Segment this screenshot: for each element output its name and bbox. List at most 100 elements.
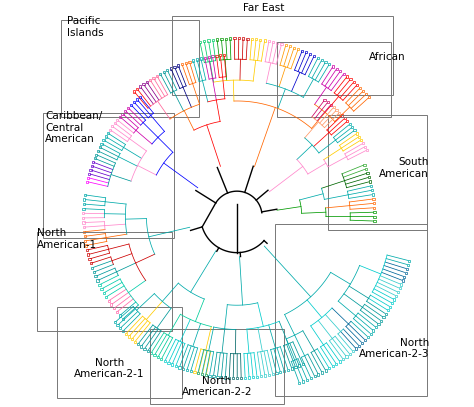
Bar [374,220,375,222]
Bar [317,57,319,59]
Bar [57,307,182,398]
Bar [408,260,410,262]
Bar [279,371,282,373]
Bar [275,372,278,374]
Bar [283,370,285,372]
Bar [276,42,279,44]
Bar [405,271,407,274]
Bar [113,307,115,309]
Bar [136,88,138,90]
Bar [342,358,344,360]
Bar [287,369,289,371]
Bar [294,366,297,368]
Bar [93,271,95,273]
Bar [96,280,99,282]
Bar [87,177,90,179]
Bar [364,164,365,166]
Bar [368,96,370,98]
Bar [157,356,159,359]
Bar [293,46,295,49]
Bar [338,112,340,114]
Bar [104,136,107,138]
Bar [370,333,372,335]
Bar [116,311,118,313]
Bar [310,377,312,379]
Bar [323,99,326,101]
Bar [61,20,199,117]
Bar [163,71,165,73]
Bar [346,75,348,78]
Bar [374,215,375,218]
Bar [367,336,369,338]
Bar [325,370,327,372]
Bar [201,373,203,375]
Text: North
American-2-3: North American-2-3 [359,337,429,359]
Bar [302,380,304,383]
Bar [297,48,299,50]
Bar [110,304,112,306]
Bar [127,107,129,109]
Bar [349,123,351,125]
Bar [182,368,184,370]
Bar [384,313,387,315]
Bar [90,262,92,265]
Bar [192,59,194,61]
Bar [172,16,392,95]
Bar [125,333,127,335]
Bar [359,87,361,89]
Bar [264,374,266,377]
Bar [130,104,132,106]
Bar [356,84,358,86]
Bar [333,106,335,109]
Bar [369,180,371,183]
Bar [119,116,121,118]
Bar [371,189,373,191]
Bar [197,372,200,374]
Bar [102,139,105,141]
Bar [208,56,210,58]
Bar [362,90,365,92]
Bar [134,341,136,343]
Bar [166,69,168,71]
Bar [358,136,360,138]
Bar [349,78,352,80]
Bar [395,295,397,297]
Bar [291,368,293,370]
Bar [204,374,207,376]
Bar [160,358,163,360]
Bar [339,70,341,72]
Bar [391,302,393,304]
Bar [313,55,315,57]
Bar [82,226,85,228]
Text: Caribbean/
Central
American: Caribbean/ Central American [45,111,102,144]
Bar [107,132,109,134]
Bar [216,376,219,378]
Bar [277,42,391,117]
Bar [139,96,141,98]
Bar [92,161,94,163]
Bar [389,306,391,308]
Bar [237,37,240,39]
Bar [186,369,188,371]
Bar [365,149,368,151]
Bar [281,43,283,45]
Bar [116,119,118,121]
Bar [251,38,253,40]
Bar [242,37,244,39]
Bar [122,318,124,320]
Bar [399,287,401,289]
Bar [223,54,226,56]
Bar [205,374,207,376]
Bar [356,132,358,135]
Bar [372,193,374,196]
Bar [109,129,111,131]
Bar [91,165,93,167]
Bar [229,37,231,39]
Bar [402,280,404,282]
Bar [37,232,172,331]
Bar [336,109,337,111]
Bar [83,235,86,237]
Bar [358,345,360,347]
Bar [252,376,254,379]
Bar [268,40,270,42]
